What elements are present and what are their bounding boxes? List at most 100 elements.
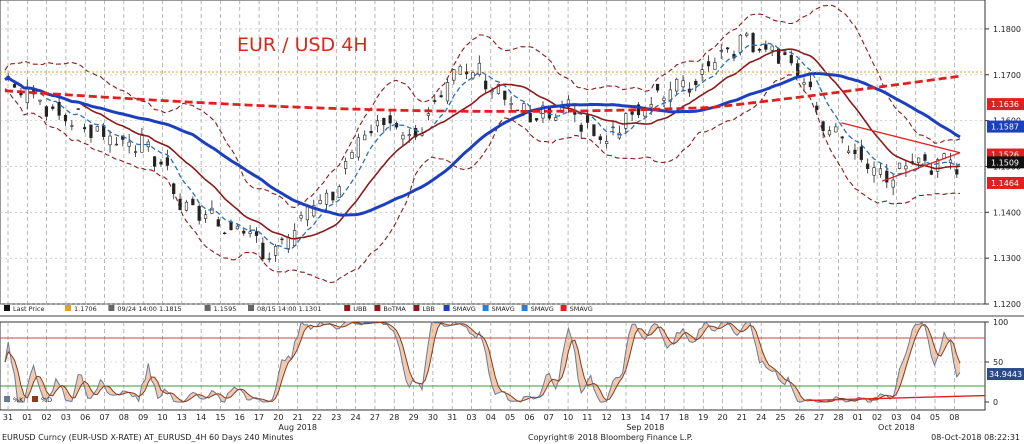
- legend-swatch: [65, 305, 71, 311]
- candle-body: [803, 83, 806, 85]
- candle-body: [612, 127, 615, 128]
- y-tick-label: 1.1800: [993, 25, 1021, 34]
- legend-swatch: [344, 305, 350, 311]
- candle-body: [109, 136, 112, 145]
- legend-swatch: [248, 305, 254, 311]
- x-day-label: 13: [177, 413, 187, 422]
- candle-body: [548, 107, 551, 118]
- candle-body: [26, 88, 29, 103]
- candle-body: [153, 157, 156, 167]
- footer-center: Copyright® 2018 Bloomberg Finance L.P.: [528, 433, 693, 442]
- candle-body: [809, 82, 812, 87]
- legend-swatch: [205, 305, 211, 311]
- candle-body: [650, 105, 653, 108]
- candle-body: [192, 199, 195, 205]
- candle-body: [351, 152, 354, 158]
- candle-body: [815, 106, 818, 110]
- x-day-label: 14: [196, 413, 206, 422]
- x-day-label: 06: [80, 413, 90, 422]
- price-badge-label: 1.1587: [991, 123, 1019, 132]
- x-day-label: 14: [640, 413, 650, 422]
- x-day-label: 24: [756, 413, 766, 422]
- candle-body: [166, 158, 169, 166]
- x-day-label: 17: [254, 413, 264, 422]
- candle-body: [828, 131, 831, 135]
- x-day-label: 27: [370, 413, 380, 422]
- candle-body: [281, 239, 284, 240]
- candle-body: [605, 142, 608, 144]
- x-month-label: Aug 2018: [278, 423, 317, 432]
- candle-body: [898, 163, 901, 169]
- x-day-label: 08: [119, 413, 129, 422]
- candle-body: [726, 48, 729, 49]
- candle-body: [866, 164, 869, 169]
- candle-body: [96, 126, 99, 131]
- legend-label: 09/24 14:00 1.1815: [117, 305, 181, 313]
- candle-body: [408, 135, 411, 136]
- candle-body: [892, 180, 895, 187]
- candle-body: [179, 199, 182, 210]
- candle-body: [13, 84, 16, 87]
- price-panel-frame: [0, 0, 985, 304]
- candle-body: [694, 81, 697, 84]
- candle-body: [338, 187, 341, 198]
- candle-body: [306, 207, 309, 220]
- x-day-label: 10: [563, 413, 573, 422]
- price-axis: 1.18001.17001.16001.15001.14001.13001.12…: [985, 25, 1024, 309]
- osc-legend-swatch: [32, 396, 38, 402]
- candle-body: [765, 45, 768, 50]
- x-day-label: 20: [717, 413, 727, 422]
- candle-body: [459, 66, 462, 74]
- candle-body: [860, 147, 863, 160]
- candle-body: [198, 206, 201, 220]
- candle-body: [223, 233, 226, 234]
- candle-body: [287, 237, 290, 249]
- candle-body: [822, 122, 825, 131]
- candle-body: [854, 150, 857, 154]
- candle-body: [376, 121, 379, 126]
- y-tick-label: 1.1200: [993, 300, 1021, 309]
- legend-swatch: [522, 305, 528, 311]
- osc-legend-label: %K: [13, 396, 24, 404]
- x-day-label: 03: [61, 413, 71, 422]
- candle-body: [758, 49, 761, 50]
- candle-body: [930, 171, 933, 175]
- candle-body: [300, 215, 303, 218]
- footer-right: 08-Oct-2018 08:22:31: [931, 433, 1020, 442]
- candle-body: [917, 158, 920, 163]
- price-badge-label: 1.1636: [991, 100, 1019, 109]
- candle-body: [586, 115, 589, 122]
- candle-body: [274, 246, 277, 255]
- candle-body: [554, 118, 557, 121]
- candle-body: [484, 81, 487, 89]
- candle-body: [402, 135, 405, 139]
- legend-swatch: [4, 305, 10, 311]
- osc-y-tick-label: 0: [993, 398, 998, 407]
- candle-body: [172, 184, 175, 194]
- candle-body: [115, 144, 118, 145]
- legend-label: SMAVG: [531, 305, 554, 313]
- legend-label: 1.1595: [214, 305, 237, 313]
- candle-body: [516, 110, 519, 111]
- candle-body: [873, 168, 876, 176]
- legend-swatch: [374, 305, 380, 311]
- candle-body: [433, 100, 436, 101]
- candle-body: [879, 169, 882, 175]
- osc-y-tick-label: 50: [993, 358, 1003, 367]
- candle-body: [262, 243, 265, 259]
- candle-body: [796, 64, 799, 76]
- candle-body: [790, 55, 793, 63]
- oscillator-badge-label: 34.9443: [989, 370, 1022, 379]
- candle-body: [51, 107, 54, 109]
- candle-body: [580, 125, 583, 131]
- candle-body: [841, 137, 844, 138]
- legend-label: 1.1706: [74, 305, 97, 313]
- x-day-label: 28: [389, 413, 399, 422]
- candle-body: [656, 84, 659, 90]
- x-month-label: Oct 2018: [878, 423, 915, 432]
- x-day-label: 18: [679, 413, 689, 422]
- candle-body: [440, 96, 443, 97]
- x-day-label: 07: [99, 413, 109, 422]
- candle-body: [236, 226, 239, 229]
